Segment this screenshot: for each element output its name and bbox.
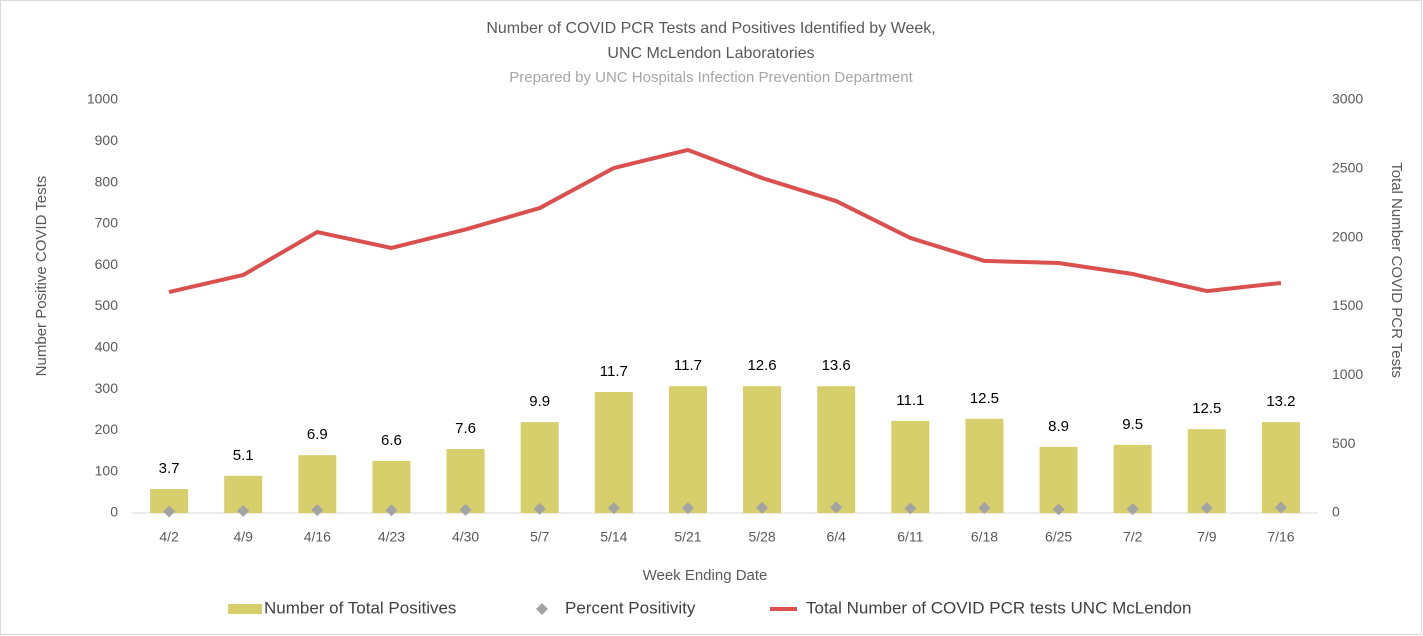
y-tick-label: 500 — [95, 297, 119, 313]
data-label: 12.5 — [1192, 400, 1221, 417]
data-label: 9.5 — [1122, 416, 1143, 433]
bar — [1187, 429, 1226, 513]
y-tick-label: 0 — [110, 504, 118, 520]
data-label: 11.1 — [896, 392, 924, 409]
y2-tick-label: 500 — [1332, 435, 1356, 451]
x-tick-label: 7/9 — [1197, 529, 1217, 545]
legend-label: Number of Total Positives — [264, 598, 456, 617]
legend-label: Total Number of COVID PCR tests UNC McLe… — [806, 598, 1191, 617]
x-tick-label: 7/2 — [1123, 529, 1143, 545]
x-tick-label: 6/25 — [1045, 529, 1072, 545]
y2-axis-label: Total Number COVID PCR Tests — [1388, 162, 1405, 378]
chart-subtitle: Prepared by UNC Hospitals Infection Prev… — [509, 69, 913, 86]
y-tick-label: 400 — [95, 339, 119, 355]
diamond — [459, 503, 472, 516]
y-tick-label: 1000 — [87, 91, 118, 107]
y2-tick-label: 1500 — [1332, 297, 1363, 313]
diamond — [1274, 501, 1287, 514]
data-label: 6.6 — [381, 432, 402, 449]
x-tick-label: 4/2 — [159, 529, 179, 545]
diamond — [311, 504, 324, 517]
x-tick-label: 6/4 — [826, 529, 846, 545]
bar — [965, 418, 1004, 513]
x-axis-label: Week Ending Date — [643, 567, 768, 584]
x-tick-label: 7/16 — [1267, 529, 1294, 545]
bar — [298, 455, 337, 513]
bar — [594, 391, 633, 513]
diamond — [237, 504, 250, 517]
y-tick-label: 900 — [95, 132, 119, 148]
x-tick-label: 4/30 — [452, 529, 479, 545]
diamond — [385, 504, 398, 517]
line — [168, 147, 1282, 294]
data-label: 13.6 — [822, 357, 851, 374]
x-tick-label: 5/7 — [530, 529, 550, 545]
bar — [520, 422, 559, 513]
diamond — [1200, 501, 1213, 514]
chart-title: UNC McLendon Laboratories — [607, 45, 814, 62]
chart-title: Number of COVID PCR Tests and Positives … — [486, 20, 935, 37]
y-tick-label: 100 — [95, 462, 119, 478]
x-tick-label: 6/18 — [971, 529, 998, 545]
data-label: 6.9 — [307, 426, 328, 443]
bar — [668, 386, 707, 513]
diamond — [1052, 503, 1065, 516]
diamond — [533, 502, 546, 515]
data-label: 11.7 — [674, 357, 702, 374]
data-label: 12.6 — [747, 357, 776, 374]
legend-label: Percent Positivity — [565, 598, 696, 617]
data-label: 3.7 — [159, 460, 180, 477]
diamond — [978, 501, 991, 514]
bar — [1261, 422, 1300, 513]
y2-tick-label: 2000 — [1332, 228, 1363, 244]
y-tick-label: 300 — [95, 380, 119, 396]
diamond — [904, 502, 917, 515]
data-label: 8.9 — [1048, 418, 1069, 435]
legend-swatch — [536, 603, 548, 615]
diamond — [607, 502, 620, 515]
y-axis-label: Number Positive COVID Tests — [33, 176, 50, 377]
x-tick-label: 4/23 — [378, 529, 405, 545]
bar — [150, 489, 189, 513]
bar — [891, 420, 930, 513]
bar — [1113, 444, 1152, 513]
diamond — [163, 505, 176, 518]
data-label: 5.1 — [233, 447, 254, 464]
data-label: 11.7 — [600, 363, 628, 380]
x-tick-label: 4/9 — [233, 529, 253, 545]
diamond — [681, 502, 694, 515]
bar — [817, 386, 856, 513]
y-tick-label: 600 — [95, 256, 119, 272]
bar — [743, 386, 782, 513]
x-tick-label: 6/11 — [897, 529, 923, 545]
y2-tick-label: 0 — [1332, 504, 1340, 520]
y2-tick-label: 1000 — [1332, 366, 1363, 382]
x-tick-label: 5/14 — [600, 529, 627, 545]
x-tick-label: 5/21 — [674, 529, 701, 545]
x-tick-label: 5/28 — [748, 529, 775, 545]
y-tick-label: 800 — [95, 173, 119, 189]
y-tick-label: 200 — [95, 421, 119, 437]
y-tick-label: 700 — [95, 215, 119, 231]
y2-tick-label: 3000 — [1332, 91, 1363, 107]
diamond — [756, 501, 769, 514]
data-label: 12.5 — [970, 390, 999, 407]
y2-tick-label: 2500 — [1332, 160, 1363, 176]
diamond — [1126, 503, 1139, 516]
data-label: 13.2 — [1266, 393, 1295, 410]
bar — [1039, 446, 1078, 513]
x-tick-label: 4/16 — [304, 529, 331, 545]
diamond — [830, 501, 843, 514]
legend-swatch — [228, 604, 262, 614]
data-label: 7.6 — [455, 420, 476, 437]
bar — [446, 448, 485, 513]
data-label: 9.9 — [529, 393, 550, 410]
